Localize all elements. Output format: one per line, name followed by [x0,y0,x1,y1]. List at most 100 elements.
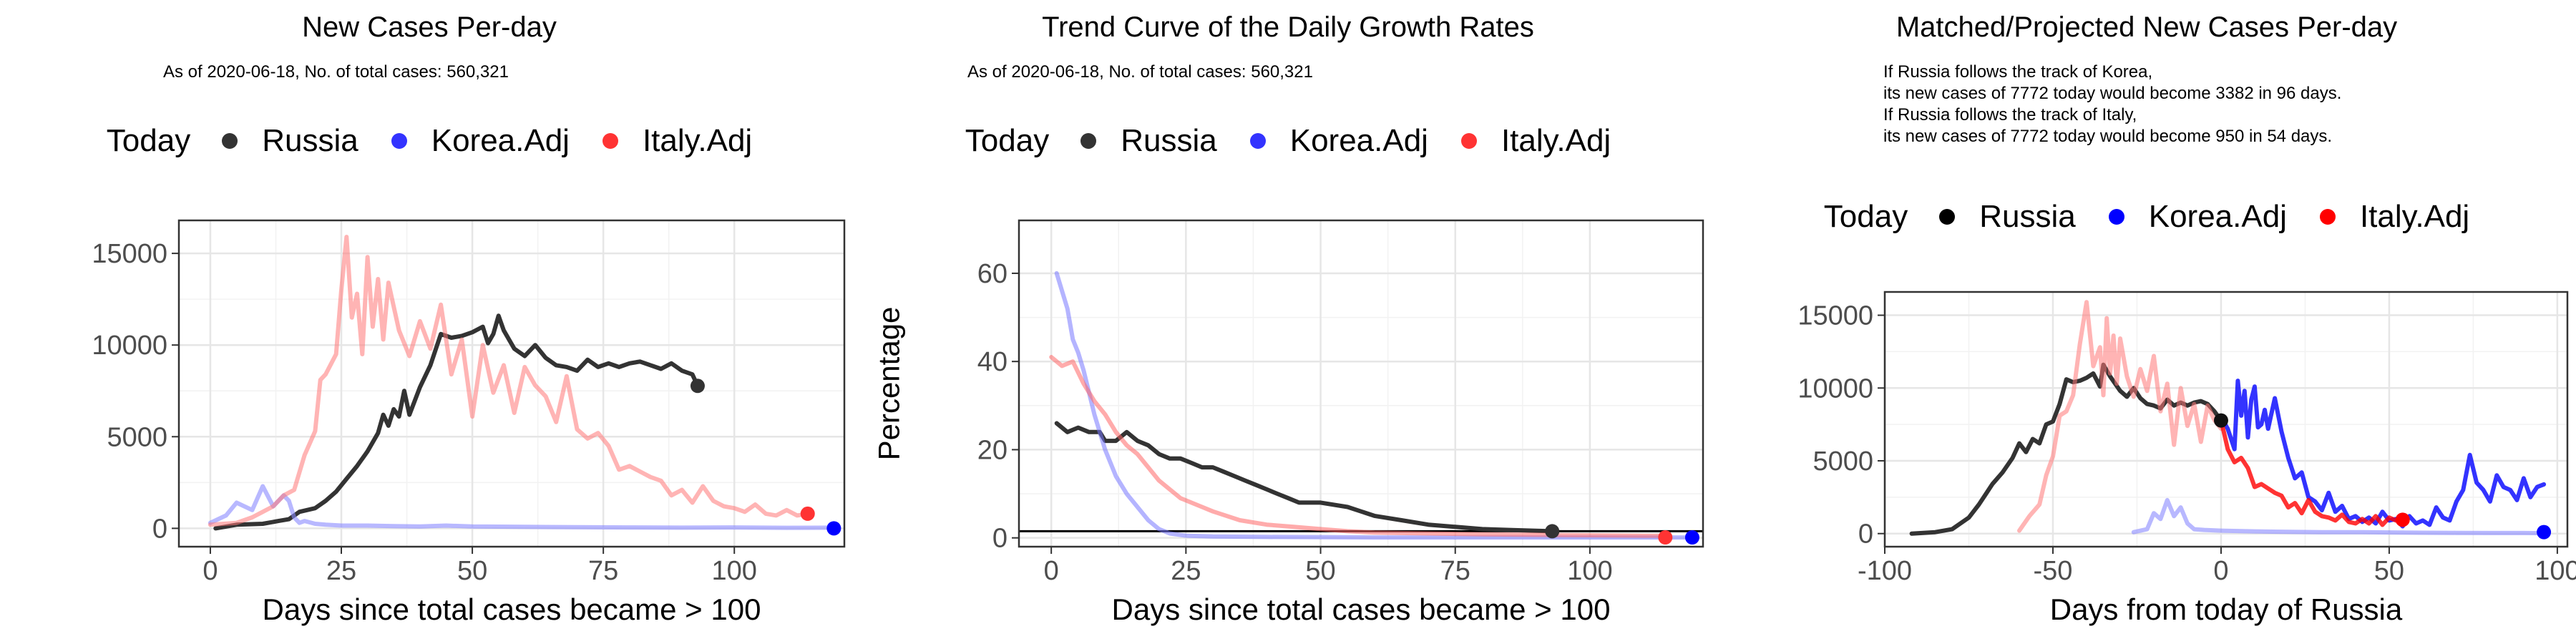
legend-dot-icon [2319,209,2336,225]
legend-dot-icon [2108,209,2124,225]
today-point-korea-adj [826,521,841,536]
today-point-italy-adj [800,506,815,521]
x-tick-label: 100 [1567,556,1612,586]
x-tick-label: -100 [1858,556,1912,586]
x-tick-label: -50 [2034,556,2073,586]
x-tick-label: 0 [1044,556,1059,586]
x-tick-label: 75 [1440,556,1470,586]
y-tick-label: 60 [977,259,1008,289]
legend: Today Russia Korea.Adj Italy.Adj [859,123,1717,159]
series-line-korea-adj [2131,497,2547,536]
y-axis-title: Percentage [872,307,906,461]
subtitle-line: its new cases of 7772 today would become… [1883,84,2342,103]
chart-subtitle: As of 2020-06-18, No. of total cases: 56… [967,62,1313,82]
legend-label: Italy.Adj [642,123,753,158]
x-tick-label: 100 [712,556,757,586]
series-line-italy-adj [2017,300,2223,533]
legend-dot-icon [602,133,618,149]
legend-dot-icon [222,133,238,149]
series-line-russia [213,313,700,531]
x-tick-label: 50 [457,556,487,586]
legend: Today Russia Korea.Adj Italy.Adj [0,123,859,159]
chart-title: Trend Curve of the Daily Growth Rates [1042,11,1534,43]
today-point-russia [2213,413,2228,428]
y-tick-label: 20 [977,435,1008,465]
legend-item-italy: Italy.Adj [602,123,752,159]
plot-border [1018,219,1704,548]
legend-label: Russia [1121,123,1217,158]
today-point-italy-adj [1658,530,1673,545]
legend: Today Russia Korea.Adj Italy.Adj [1717,199,2576,235]
legend-item-korea: Korea.Adj [2108,199,2287,235]
y-tick-label: 5000 [1813,447,1873,477]
y-tick-label: 5000 [107,422,167,452]
legend-item-korea: Korea.Adj [1249,123,1428,159]
chart-title: New Cases Per-day [302,11,557,43]
today-point-russia [690,379,705,394]
y-tick-label: 10000 [92,331,167,361]
plot-border [177,219,846,548]
x-tick-label: 0 [2213,556,2228,586]
legend-title: Today [965,123,1050,158]
chart-subtitle-block: If Russia follows the track of Korea, it… [1883,62,2341,147]
chart-title: Matched/Projected New Cases Per-day [1896,11,2398,43]
y-tick-label: 0 [1858,519,1873,550]
legend-dot-icon [391,133,407,149]
legend-label: Russia [262,123,358,158]
x-axis-title: Days since total cases became > 100 [1112,592,1611,626]
subtitle-line: If Russia follows the track of Italy, [1883,105,2137,125]
x-axis-title: Days from today of Russia [2050,592,2403,626]
series-line-italy-adj-projected [2219,418,2405,527]
series-line-korea-adj [208,484,836,530]
plot-border [1883,291,2569,548]
series-line-italy-adj [208,235,810,527]
plot-area-growth-rates: 0 25 50 75 100 0 20 40 60 Days since total cases … [872,219,1704,626]
x-tick-label: 0 [203,556,218,586]
legend-item-russia: Russia [222,123,358,159]
subtitle-line: its new cases of 7772 today would become… [1883,127,2333,146]
series-line-korea-adj-projected [2219,379,2547,529]
legend-dot-icon [1460,133,1477,149]
chart-panel-projected: Matched/Projected New Cases Per-day If R… [1717,0,2576,644]
y-tick-label: 0 [992,524,1008,554]
legend-label: Korea.Adj [2148,199,2287,234]
y-tick-label: 0 [152,514,167,544]
legend-label: Italy.Adj [1501,123,1611,158]
legend-title: Today [106,123,191,158]
x-tick-label: 50 [1305,556,1335,586]
x-tick-label: 25 [1171,556,1201,586]
plot-area-new-cases: 0 25 50 75 100 0 5000 10000 15000 Days since tota… [92,219,846,626]
subtitle-line: If Russia follows the track of Korea, [1883,62,2153,82]
y-tick-label: 15000 [92,239,167,269]
series-line-korea-adj [1054,270,1694,540]
legend-label: Russia [1979,199,2076,234]
series-line-russia [1054,421,1555,534]
x-axis-title: Days since total cases became > 100 [263,592,761,626]
legend-item-italy: Italy.Adj [1460,123,1611,159]
legend-label: Italy.Adj [2359,199,2470,234]
legend-dot-icon [1080,133,1097,149]
y-tick-label: 40 [977,347,1008,377]
legend-label: Korea.Adj [431,123,570,158]
legend-title: Today [1823,199,1908,234]
chart-subtitle: As of 2020-06-18, No. of total cases: 56… [163,62,509,82]
chart-panel-new-cases: New Cases Per-day As of 2020-06-18, No. … [0,0,859,644]
y-tick-label: 15000 [1797,301,1873,331]
series-line-italy-adj [1049,355,1668,538]
x-tick-label: 75 [588,556,618,586]
legend-item-italy: Italy.Adj [2319,199,2470,235]
plot-area-projected: -100 -50 0 50 100 0 5000 10000 15000 Days from to… [1797,291,2576,626]
y-tick-label: 10000 [1797,374,1873,404]
today-point-russia [1545,524,1560,539]
legend-item-korea: Korea.Adj [391,123,570,159]
chart-panel-growth-rates: Trend Curve of the Daily Growth Rates As… [859,0,1717,644]
series-line-russia [1909,362,2223,536]
legend-dot-icon [1249,133,1266,149]
x-tick-label: 50 [2374,556,2404,586]
x-tick-label: 25 [326,556,356,586]
legend-item-russia: Russia [1080,123,1217,159]
today-point-italy-adj [2395,512,2410,527]
x-tick-label: 100 [2534,556,2576,586]
legend-item-russia: Russia [1939,199,2076,235]
legend-dot-icon [1939,209,1956,225]
